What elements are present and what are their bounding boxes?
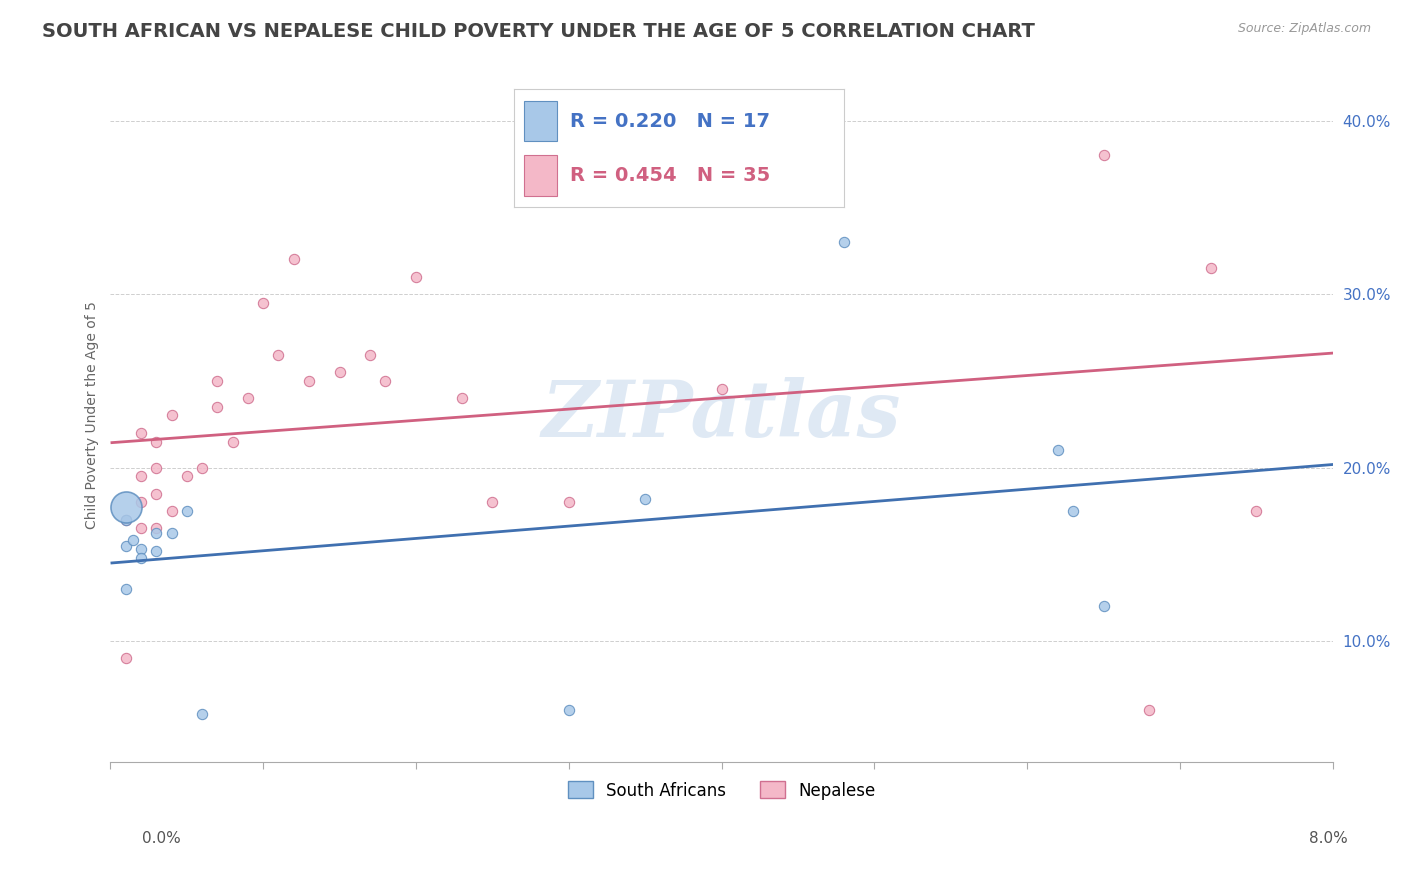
Point xyxy=(832,235,855,249)
Point xyxy=(129,495,152,509)
Point xyxy=(145,543,167,558)
Point xyxy=(405,269,427,284)
Text: 8.0%: 8.0% xyxy=(1309,831,1348,846)
Point xyxy=(145,460,167,475)
Point xyxy=(252,295,274,310)
Point xyxy=(374,374,396,388)
Point xyxy=(450,391,472,405)
Point xyxy=(160,526,183,541)
Point xyxy=(176,504,198,518)
Point xyxy=(191,706,214,721)
Point xyxy=(298,374,321,388)
Point xyxy=(122,533,145,548)
Point xyxy=(129,550,152,565)
Point xyxy=(145,434,167,449)
Point xyxy=(267,348,290,362)
Point xyxy=(1246,504,1268,518)
Text: 0.0%: 0.0% xyxy=(142,831,181,846)
Point xyxy=(114,500,136,515)
Point xyxy=(129,521,152,535)
Point xyxy=(129,469,152,483)
Point xyxy=(481,495,503,509)
Point xyxy=(160,409,183,423)
Point xyxy=(145,521,167,535)
Point xyxy=(114,512,136,526)
Point xyxy=(1062,504,1084,518)
Point xyxy=(129,542,152,557)
Point xyxy=(1046,443,1069,458)
Text: SOUTH AFRICAN VS NEPALESE CHILD POVERTY UNDER THE AGE OF 5 CORRELATION CHART: SOUTH AFRICAN VS NEPALESE CHILD POVERTY … xyxy=(42,22,1035,41)
Point xyxy=(1092,599,1115,614)
Point xyxy=(710,383,733,397)
Point xyxy=(558,495,581,509)
Point xyxy=(1092,148,1115,162)
Point xyxy=(114,512,136,526)
Point xyxy=(129,425,152,440)
Text: ZIPatlas: ZIPatlas xyxy=(541,377,901,454)
Point xyxy=(145,526,167,541)
Point xyxy=(145,486,167,500)
Point xyxy=(1139,703,1161,717)
Point xyxy=(114,539,136,553)
Point xyxy=(1199,260,1222,275)
Point xyxy=(207,400,229,414)
Point xyxy=(207,374,229,388)
Point xyxy=(191,460,214,475)
Point xyxy=(176,469,198,483)
Point xyxy=(634,491,657,506)
Text: Source: ZipAtlas.com: Source: ZipAtlas.com xyxy=(1237,22,1371,36)
Point xyxy=(221,434,243,449)
Point xyxy=(558,703,581,717)
Legend: South Africans, Nepalese: South Africans, Nepalese xyxy=(561,774,882,806)
Point xyxy=(283,252,305,267)
Point xyxy=(114,582,136,596)
Point xyxy=(160,504,183,518)
Point xyxy=(236,391,259,405)
Point xyxy=(359,348,381,362)
Y-axis label: Child Poverty Under the Age of 5: Child Poverty Under the Age of 5 xyxy=(86,301,100,530)
Point xyxy=(603,131,626,145)
Point xyxy=(329,365,352,379)
Point xyxy=(114,651,136,665)
